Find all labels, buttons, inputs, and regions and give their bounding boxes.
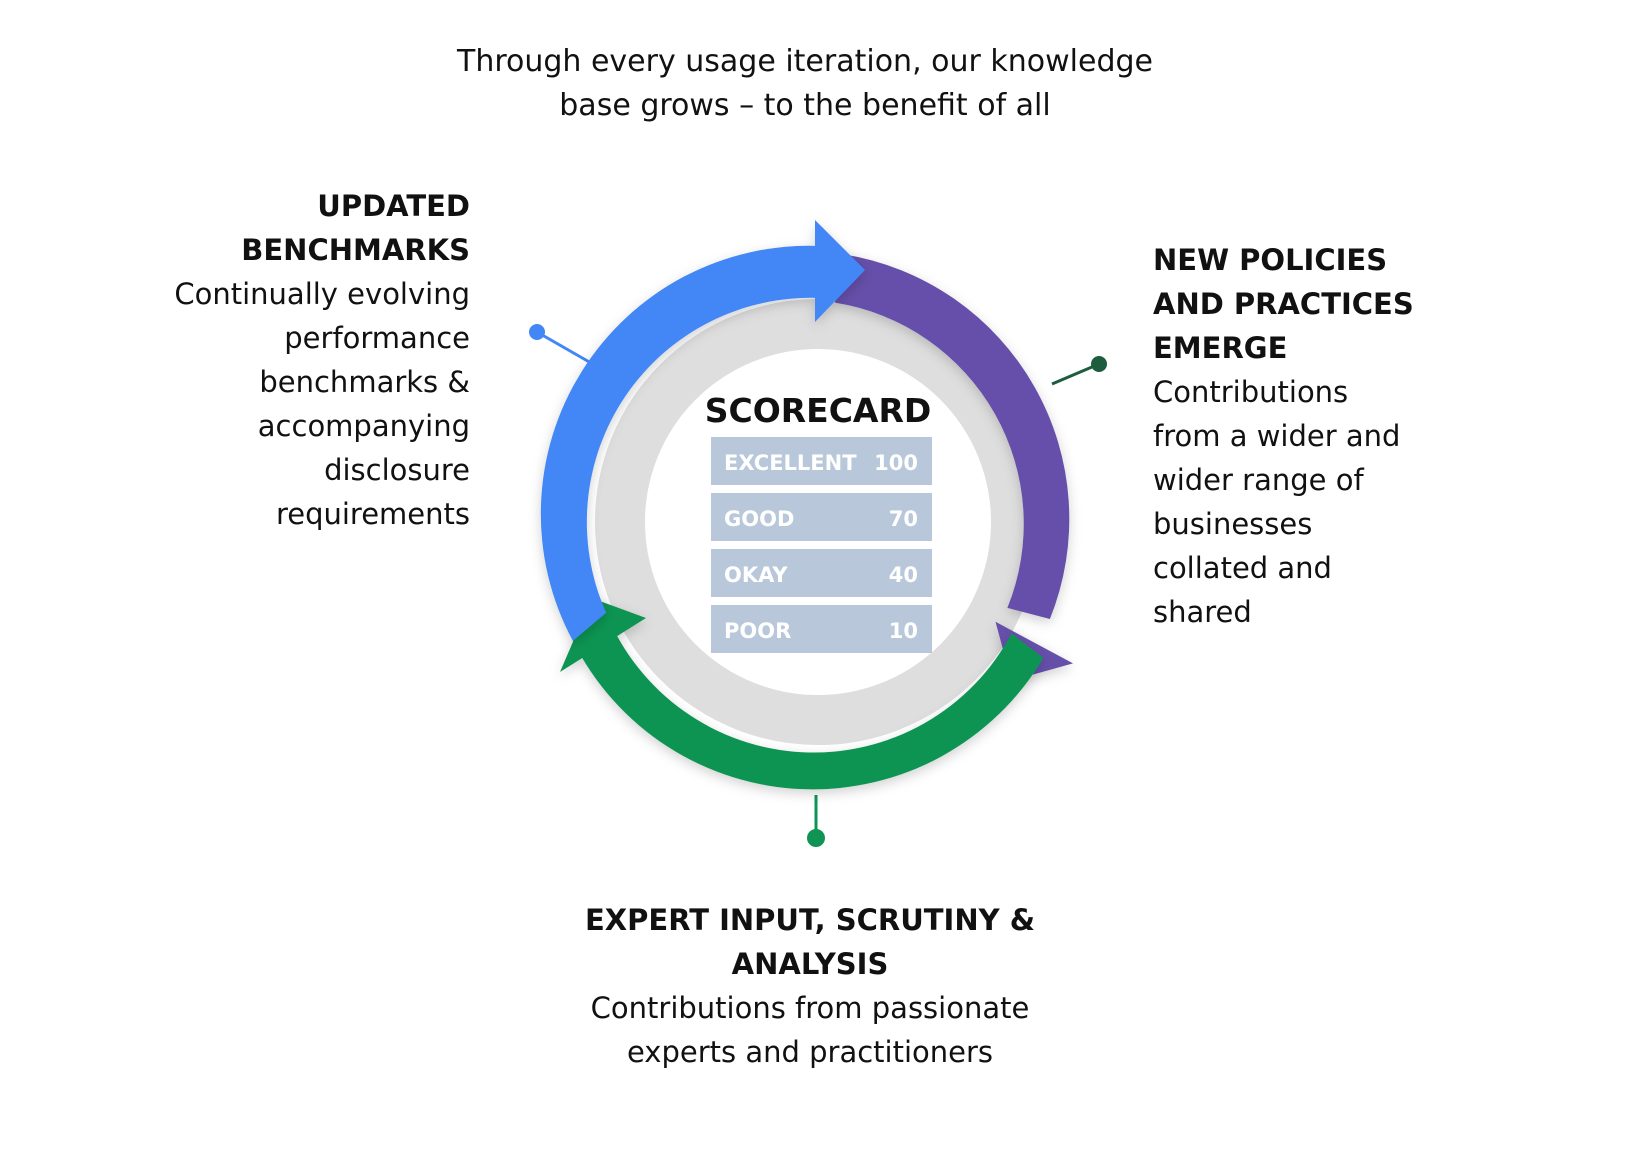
arrow-blue — [540, 220, 865, 641]
new-policies-body: Contributions from a wider and wider ran… — [1153, 370, 1453, 634]
body-line: experts and practitioners — [626, 1035, 994, 1069]
scorecard-row-value: 40 — [889, 563, 918, 587]
heading-line: NEW POLICIES — [1153, 243, 1388, 277]
body-line: requirements — [275, 497, 470, 531]
new-policies-heading: NEW POLICIES AND PRACTICES EMERGE — [1153, 238, 1453, 370]
heading-line: ANALYSIS — [731, 947, 889, 981]
new-policies-block: NEW POLICIES AND PRACTICES EMERGE Contri… — [1153, 238, 1453, 634]
intro-text: Through every usage iteration, our knowl… — [415, 40, 1195, 128]
heading-line: EMERGE — [1153, 331, 1288, 365]
connector-purple — [1051, 356, 1107, 386]
body-line: businesses — [1153, 507, 1313, 541]
updated-benchmarks-block: UPDATED BENCHMARKS Continually evolving … — [120, 184, 470, 536]
intro-line-1: Through every usage iteration, our knowl… — [457, 44, 1153, 79]
scorecard-row: OKAY 40 — [711, 549, 932, 597]
body-line: benchmarks & — [259, 365, 470, 399]
scorecard-row: GOOD 70 — [711, 493, 932, 541]
scorecard-row-label: GOOD — [724, 507, 794, 531]
body-line: Contributions — [1153, 375, 1349, 409]
scorecard-table: EXCELLENT 100 GOOD 70 OKAY 40 POOR 10 — [711, 437, 932, 653]
body-line: disclosure — [324, 453, 470, 487]
heading-line: AND PRACTICES — [1153, 287, 1414, 321]
scorecard-row-label: EXCELLENT — [724, 451, 857, 475]
body-line: performance — [284, 321, 470, 355]
body-line: accompanying — [257, 409, 470, 443]
body-line: collated and — [1153, 551, 1332, 585]
heading-line: UPDATED — [317, 189, 470, 223]
scorecard-row-value: 100 — [874, 451, 918, 475]
heading-line: EXPERT INPUT, SCRUTINY & — [584, 903, 1036, 937]
scorecard-row-label: OKAY — [724, 563, 788, 587]
expert-input-block: EXPERT INPUT, SCRUTINY & ANALYSIS Contri… — [530, 898, 1090, 1074]
body-line: shared — [1153, 595, 1252, 629]
heading-line: BENCHMARKS — [241, 233, 470, 267]
updated-benchmarks-body: Continually evolving performance benchma… — [120, 272, 470, 536]
inner-ring — [595, 299, 1041, 745]
body-line: wider range of — [1153, 463, 1364, 497]
body-line: Continually evolving — [174, 277, 470, 311]
scorecard-title: SCORECARD — [705, 391, 932, 430]
arrow-green — [560, 600, 1044, 790]
scorecard-row: EXCELLENT 100 — [711, 437, 932, 485]
scorecard-row-value: 10 — [889, 619, 918, 643]
body-line: from a wider and — [1153, 419, 1401, 453]
scorecard-row: POOR 10 — [711, 605, 932, 653]
connector-blue — [529, 324, 599, 369]
scorecard-row-label: POOR — [724, 619, 791, 643]
body-line: Contributions from passionate — [590, 991, 1030, 1025]
intro-line-2: base grows – to the benefit of all — [559, 88, 1051, 123]
connector-green — [807, 795, 825, 847]
updated-benchmarks-heading: UPDATED BENCHMARKS — [120, 184, 470, 272]
expert-input-heading: EXPERT INPUT, SCRUTINY & ANALYSIS — [530, 898, 1090, 986]
expert-input-body: Contributions from passionate experts an… — [530, 986, 1090, 1074]
scorecard-row-value: 70 — [889, 507, 918, 531]
